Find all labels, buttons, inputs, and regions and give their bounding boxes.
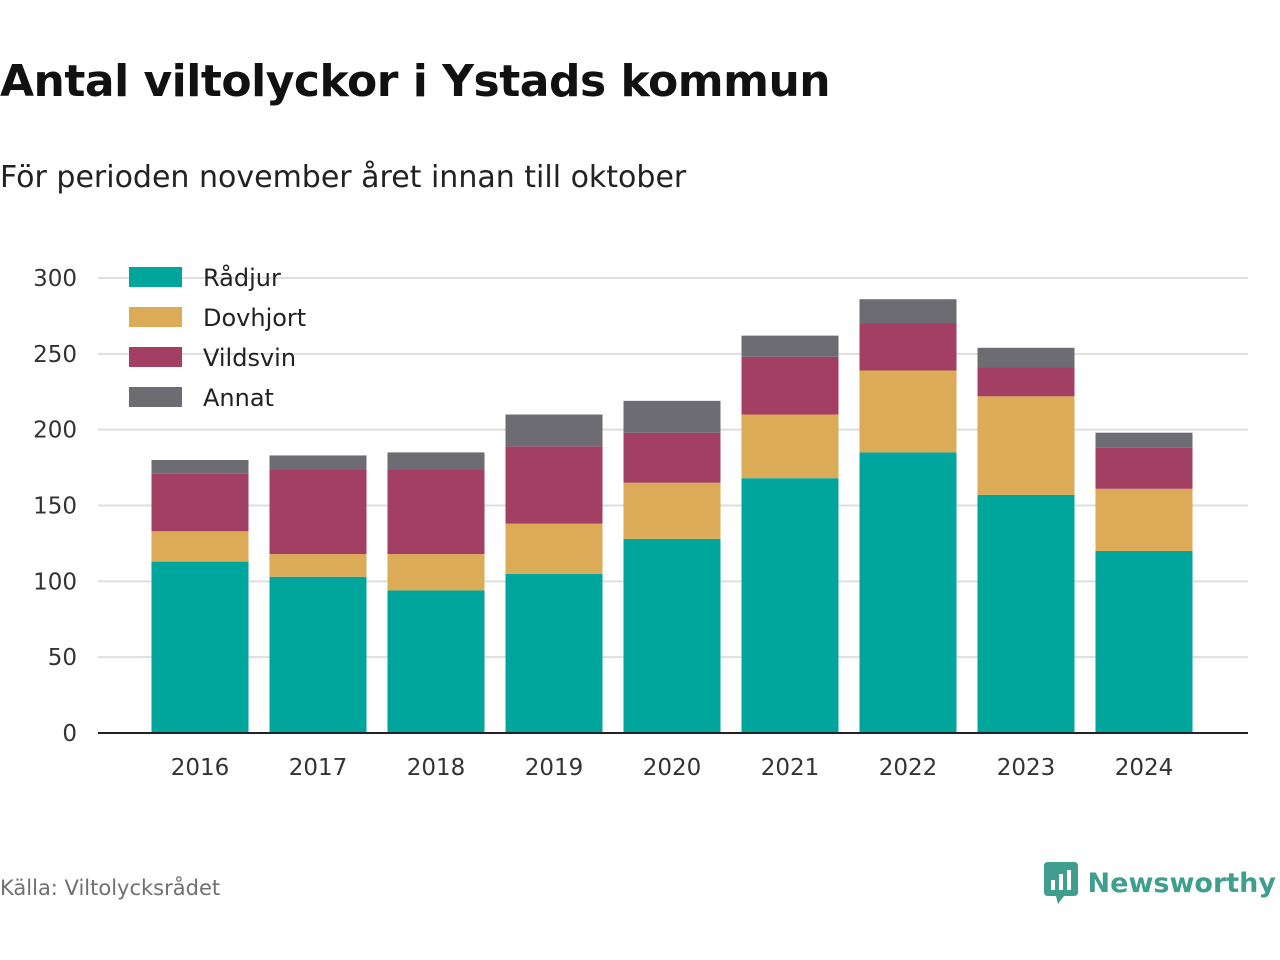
- bar-2016-vildsvin: [151, 473, 249, 532]
- bar-2016-dovhjort: [151, 531, 249, 562]
- source-note: Källa: Viltolycksrådet: [0, 876, 221, 900]
- y-tick-label-150: 150: [33, 494, 77, 520]
- legend-swatch-vildsvin: [129, 347, 182, 367]
- bar-2022-annat: [859, 299, 957, 324]
- bar-2024-vildsvin: [1095, 447, 1193, 489]
- bar-2021-annat: [741, 335, 839, 357]
- bar-2021-vildsvin: [741, 356, 839, 415]
- bar-2018-annat: [387, 452, 485, 470]
- x-tick-label-2020: 2020: [643, 755, 702, 781]
- legend-label-dovhjort: Dovhjort: [203, 304, 306, 332]
- chart-subtitle: För perioden november året innan till ok…: [0, 160, 687, 195]
- brand-name: Newsworthy: [1087, 867, 1276, 899]
- bar-2023-rådjur: [977, 494, 1075, 733]
- legend-swatch-annat: [129, 387, 182, 407]
- bar-2018-vildsvin: [387, 469, 485, 555]
- bar-2020-rådjur: [623, 538, 721, 733]
- bar-2017-dovhjort: [269, 554, 367, 577]
- bar-2016-annat: [151, 460, 249, 474]
- bar-2020-vildsvin: [623, 432, 721, 483]
- bar-2017-vildsvin: [269, 469, 367, 555]
- y-tick-label-0: 0: [62, 721, 77, 747]
- x-tick-label-2019: 2019: [525, 755, 584, 781]
- y-tick-label-250: 250: [33, 342, 77, 368]
- axes: 0 50 100 150 200 250 300 2016 2017 2018 2019 2020 20…: [33, 266, 1248, 781]
- newsworthy-logo-icon: [1043, 862, 1078, 904]
- bar-2018-dovhjort: [387, 554, 485, 591]
- legend-swatch-rådjur: [129, 267, 182, 287]
- y-tick-label-300: 300: [33, 266, 77, 292]
- bar-2017-annat: [269, 455, 367, 470]
- bar-2016-rådjur: [151, 561, 249, 733]
- x-tick-label-2017: 2017: [289, 755, 348, 781]
- bar-2020-annat: [623, 400, 721, 433]
- bar-2020-dovhjort: [623, 482, 721, 539]
- bar-2023-annat: [977, 347, 1075, 368]
- bar-2022-vildsvin: [859, 323, 957, 371]
- x-tick-label-2022: 2022: [879, 755, 938, 781]
- chart-title: Antal viltolyckor i Ystads kommun: [0, 56, 831, 107]
- legend: Rådjur Dovhjort Vildsvin Annat: [129, 263, 306, 412]
- bar-2023-vildsvin: [977, 367, 1075, 397]
- legend-swatch-dovhjort: [129, 307, 182, 327]
- legend-label-rådjur: Rådjur: [203, 263, 281, 292]
- bar-2017-rådjur: [269, 576, 367, 733]
- x-tick-label-2021: 2021: [761, 755, 820, 781]
- brand: Newsworthy: [1043, 862, 1276, 904]
- bar-2019-vildsvin: [505, 446, 603, 524]
- x-tick-label-2024: 2024: [1115, 755, 1174, 781]
- bar-2021-dovhjort: [741, 414, 839, 479]
- bar-2024-annat: [1095, 432, 1193, 448]
- bar-2019-rådjur: [505, 573, 603, 733]
- legend-label-annat: Annat: [203, 384, 274, 412]
- x-tick-label-2018: 2018: [407, 755, 466, 781]
- legend-label-vildsvin: Vildsvin: [203, 344, 296, 372]
- y-tick-label-100: 100: [33, 569, 77, 595]
- bar-2022-rådjur: [859, 452, 957, 733]
- bar-2021-rådjur: [741, 478, 839, 733]
- x-tick-label-2016: 2016: [171, 755, 230, 781]
- x-tick-label-2023: 2023: [997, 755, 1056, 781]
- bar-2019-dovhjort: [505, 523, 603, 574]
- bar-2018-rådjur: [387, 590, 485, 733]
- bar-2019-annat: [505, 414, 603, 447]
- y-tick-label-50: 50: [48, 645, 77, 671]
- bar-2023-dovhjort: [977, 396, 1075, 495]
- bar-2024-rådjur: [1095, 551, 1193, 733]
- bar-2022-dovhjort: [859, 370, 957, 453]
- bars: [151, 299, 1193, 733]
- bar-2024-dovhjort: [1095, 488, 1193, 551]
- y-tick-label-200: 200: [33, 418, 77, 444]
